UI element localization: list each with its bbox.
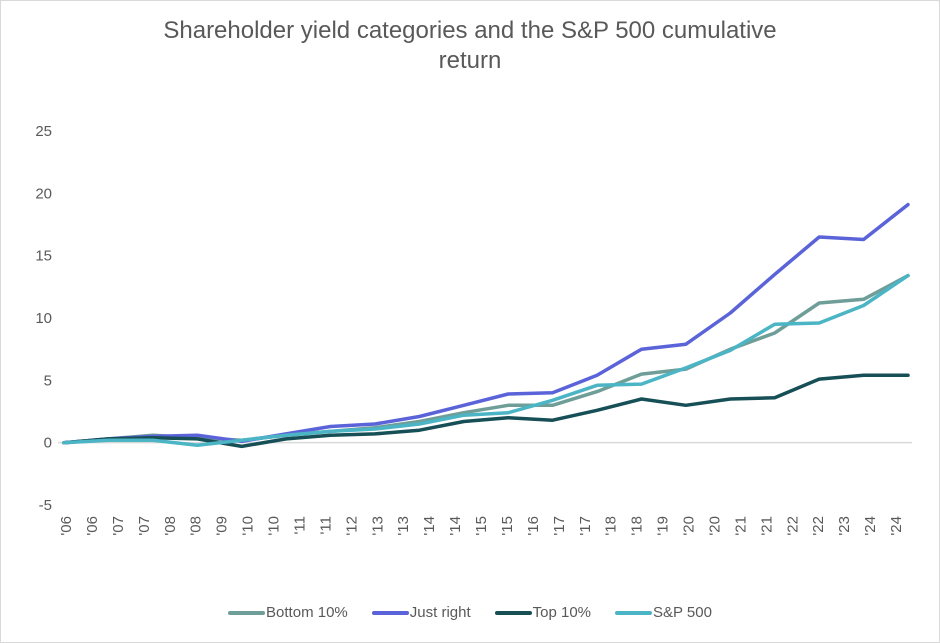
x-tick-label: '20 [706, 516, 723, 536]
legend-item: Top 10% [494, 604, 591, 621]
series-lines [62, 202, 910, 449]
x-tick-label: '14 [447, 516, 464, 536]
x-tick-label: '22 [784, 516, 801, 536]
series-line-bottom-10 [62, 273, 910, 445]
x-tick-label: '21 [732, 516, 749, 536]
x-tick-label: '24 [862, 516, 879, 536]
x-tick-label: '08 [188, 516, 205, 536]
x-tick-label: '21 [758, 516, 775, 536]
x-tick-label: '24 [888, 516, 905, 536]
legend: Bottom 10% Just right Top 10% S&P 500 [0, 604, 940, 621]
x-tick-label: '06 [58, 516, 75, 536]
x-tick-label: '20 [681, 516, 698, 536]
legend-label: S&P 500 [653, 604, 712, 621]
x-tick-label: '17 [551, 516, 568, 536]
legend-swatch [228, 610, 266, 615]
legend-label: Top 10% [532, 604, 591, 621]
x-tick-label: '14 [421, 516, 438, 536]
chart-title-line-1: Shareholder yield categories and the S&P… [163, 17, 777, 44]
legend-label: Just right [409, 604, 471, 621]
legend-swatch [371, 610, 409, 615]
x-tick-label: '19 [655, 516, 672, 536]
x-tick-label: '10 [240, 516, 257, 536]
x-tick-label: '07 [136, 516, 153, 536]
x-tick-label: '09 [214, 516, 231, 536]
x-tick-label: '08 [162, 516, 179, 536]
series-line-just-right [62, 202, 910, 445]
y-tick-label: -5 [39, 497, 52, 514]
x-tick-label: '07 [110, 516, 127, 536]
x-tick-label: '18 [629, 516, 646, 536]
x-tick-label: '16 [525, 516, 542, 536]
y-tick-label: 25 [35, 123, 52, 140]
legend-item: Bottom 10% [228, 604, 348, 621]
x-tick-label: '10 [266, 516, 283, 536]
y-tick-label: 0 [44, 435, 52, 452]
series-line-top-10 [62, 373, 910, 449]
legend-item: Just right [371, 604, 471, 621]
y-tick-label: 20 [35, 185, 52, 202]
x-tick-label: '15 [499, 516, 516, 536]
x-tick-label: '17 [577, 516, 594, 536]
series-line-s-p-500 [62, 273, 910, 447]
legend-swatch [615, 610, 652, 615]
chart-title-line-2: return [438, 47, 502, 74]
x-tick-label: '22 [810, 516, 827, 536]
x-tick-label: '13 [369, 516, 386, 536]
x-tick-label: '15 [473, 516, 490, 536]
y-tick-label: 5 [44, 372, 52, 389]
y-tick-label: 10 [35, 310, 52, 327]
legend-label: Bottom 10% [266, 604, 348, 621]
x-tick-label: '06 [84, 516, 101, 536]
chart-title: Shareholder yield categories and the S&P… [0, 16, 940, 76]
y-axis-ticks: -5 0 5 10 15 20 25 [35, 123, 52, 514]
x-tick-label: '11 [317, 516, 334, 534]
y-tick-label: 15 [35, 248, 52, 265]
x-tick-label: '23 [836, 516, 853, 536]
x-tick-label: '11 [291, 516, 308, 534]
x-axis-ticks: '06 '06 '07 '07 '08 '08 '09 '10 '10 '11 '11 '12 '13 '… [58, 516, 905, 536]
legend-item: S&P 500 [615, 604, 712, 621]
x-tick-label: '12 [343, 516, 360, 536]
x-tick-label: '13 [395, 516, 412, 536]
legend-swatch [494, 610, 532, 615]
x-tick-label: '18 [603, 516, 620, 536]
